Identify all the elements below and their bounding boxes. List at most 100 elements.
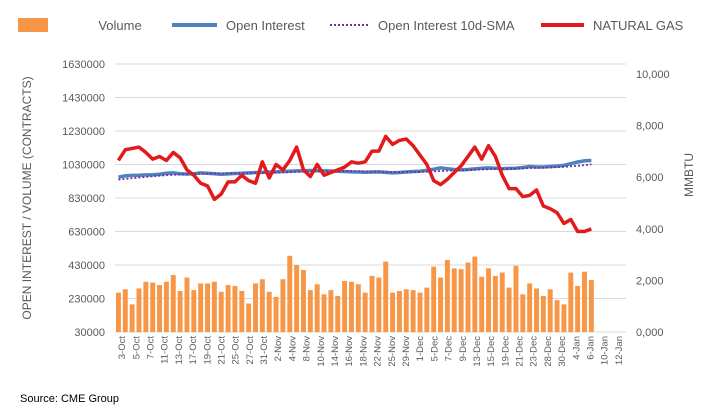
- volume-bar: [280, 279, 286, 332]
- volume-bar: [582, 271, 587, 332]
- y2-tick-label: 8,000: [636, 121, 664, 133]
- volume-bar: [403, 289, 409, 332]
- y-tick-label: 1630000: [62, 59, 105, 71]
- x-tick-label: 30-Dec: [557, 336, 568, 367]
- x-tick-label: 21-Dec: [515, 336, 526, 367]
- volume-bar: [376, 277, 382, 332]
- x-tick-label: 5-Oct: [131, 336, 142, 360]
- volume-bar: [506, 287, 512, 332]
- source-note: Source: CME Group: [20, 393, 119, 405]
- y-tick-label: 430000: [68, 260, 105, 272]
- volume-bar: [177, 290, 183, 332]
- x-tick-label: 12-Jan: [614, 336, 625, 365]
- volume-bar: [568, 272, 574, 332]
- volume-bar: [492, 275, 498, 332]
- volume-bar: [534, 288, 539, 332]
- volume-bar: [307, 290, 313, 333]
- volume-bar: [396, 290, 402, 332]
- volume-bar: [122, 289, 128, 332]
- volume-bar: [321, 294, 327, 332]
- volume-bar: [246, 303, 252, 332]
- y-axis-title: OPEN INTEREST / VOLUME (CONTRACTS): [20, 76, 34, 319]
- x-tick-label: 15-Dec: [486, 336, 497, 367]
- y2-axis-title: MMBTU: [682, 153, 696, 197]
- x-tick-label: 27-Oct: [245, 336, 256, 365]
- volume-bar: [451, 268, 457, 332]
- x-tick-label: 22-Nov: [373, 336, 384, 367]
- volume-bar: [136, 288, 142, 332]
- x-tick-label: 6-Jan: [586, 336, 597, 360]
- x-tick-label: 2-Nov: [273, 336, 284, 362]
- y-tick-label: 1430000: [62, 93, 105, 105]
- volume-bar: [143, 281, 149, 332]
- volume-bar: [198, 283, 204, 332]
- volume-bar: [472, 256, 478, 333]
- x-tick-label: 16-Nov: [344, 336, 355, 367]
- y-tick-label: 830000: [68, 193, 105, 205]
- volume-bar: [588, 280, 594, 332]
- x-tick-label: 4-Nov: [287, 336, 298, 362]
- volume-bar: [383, 261, 389, 332]
- x-tick-label: 19-Dec: [500, 336, 511, 367]
- x-tick-label: 9-Dec: [458, 336, 469, 362]
- volume-bar: [417, 292, 423, 332]
- x-tick-label: 14-Nov: [330, 336, 341, 367]
- volume-bar: [486, 268, 491, 332]
- volume-bar: [266, 291, 272, 332]
- legend-swatch-volume: [18, 18, 48, 32]
- volume-bar: [163, 281, 169, 332]
- legend-label-sma: Open Interest 10d-SMA: [378, 18, 515, 33]
- volume-bar: [513, 265, 519, 332]
- volume-bar: [499, 272, 505, 332]
- volume-bar: [554, 300, 560, 332]
- volume-bar: [540, 295, 546, 332]
- x-tick-label: 29-Nov: [401, 336, 412, 367]
- volume-bars: [115, 255, 594, 333]
- volume-bar: [527, 283, 533, 332]
- x-tick-label: 19-Oct: [202, 336, 213, 365]
- y-tick-label: 1030000: [62, 160, 105, 172]
- x-tick-label: 23-Dec: [529, 336, 540, 367]
- volume-bar: [259, 279, 265, 332]
- volume-bar: [575, 285, 581, 332]
- volume-bar: [273, 296, 279, 332]
- series-lines: [116, 134, 592, 234]
- legend-label-volume: Volume: [98, 18, 141, 33]
- volume-bar: [369, 275, 375, 332]
- volume-bar: [239, 290, 245, 332]
- x-tick-label: 8-Nov: [302, 336, 313, 362]
- y2-tick-label: 2,000: [636, 275, 664, 287]
- x-tick-label: 11-Oct: [160, 336, 171, 364]
- volume-bar: [362, 292, 368, 332]
- volume-bar: [438, 277, 444, 332]
- volume-bar: [342, 280, 348, 332]
- volume-bar: [150, 282, 156, 332]
- natural-gas-line: [116, 134, 592, 234]
- y2-tick-label: 0,000: [636, 327, 664, 339]
- volume-bar: [348, 281, 354, 332]
- x-tick-label: 5-Dec: [429, 336, 440, 362]
- volume-bar: [390, 292, 396, 332]
- sma-line: [118, 163, 592, 181]
- y-tick-label: 1230000: [62, 126, 105, 138]
- x-tick-label: 25-Oct: [231, 336, 242, 365]
- volume-bar: [115, 292, 121, 332]
- x-tick-label: 13-Oct: [174, 336, 185, 365]
- x-tick-label: 1-Dec: [415, 336, 426, 362]
- volume-bar: [211, 281, 217, 332]
- y2-tick-label: 6,000: [636, 172, 664, 184]
- volume-bar: [410, 290, 416, 333]
- y-tick-label: 30000: [74, 327, 105, 339]
- y-tick-label: 230000: [68, 294, 105, 306]
- x-tick-label: 3-Oct: [117, 336, 128, 360]
- volume-bar: [355, 284, 361, 332]
- volume-bar: [218, 291, 224, 332]
- x-tick-label: 13-Dec: [472, 336, 483, 367]
- volume-bar: [444, 259, 450, 332]
- y-tick-label: 630000: [68, 227, 105, 239]
- volume-bar: [547, 289, 553, 332]
- volume-bar: [520, 294, 526, 332]
- volume-bar: [170, 275, 176, 332]
- x-tick-label: 18-Nov: [358, 336, 369, 367]
- volume-bar: [314, 284, 320, 332]
